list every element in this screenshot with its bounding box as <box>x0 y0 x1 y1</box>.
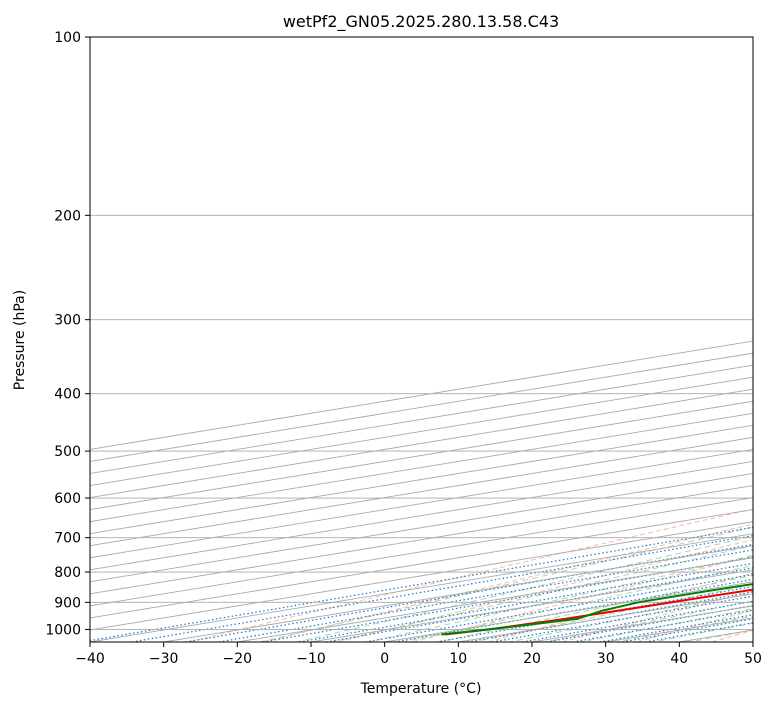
y-tick-label: 600 <box>54 491 81 507</box>
x-tick-label: 30 <box>597 651 615 667</box>
x-tick-label: 20 <box>523 651 541 667</box>
isotherm-line <box>90 533 753 642</box>
isotherm-line <box>90 460 753 571</box>
isotherm-line <box>90 497 753 607</box>
mixing-ratio-line <box>299 562 753 642</box>
y-tick-label: 200 <box>54 208 81 224</box>
isotherm-line <box>90 509 753 619</box>
isotherm-line <box>90 485 753 595</box>
x-tick-label: 10 <box>449 651 467 667</box>
y-tick-label: 300 <box>54 313 81 329</box>
dry-adiabat <box>263 523 753 642</box>
isotherm-line <box>90 448 753 559</box>
y-tick-label: 100 <box>54 30 81 46</box>
sounding-profiles <box>441 583 753 636</box>
dry-adiabat <box>412 555 753 642</box>
x-tick-label: −10 <box>296 651 326 667</box>
dewpoint-profile <box>441 583 753 636</box>
y-tick-label: 500 <box>54 444 81 460</box>
chart-title: wetPf2_GN05.2025.280.13.58.C43 <box>283 12 559 32</box>
isotherm-line <box>90 521 753 631</box>
dry-adiabat <box>338 539 753 642</box>
x-tick-label: 50 <box>744 651 762 667</box>
y-tick-label: 1000 <box>45 622 81 638</box>
x-tick-label: −20 <box>223 651 253 667</box>
dry-adiabat <box>562 590 753 642</box>
y-axis-label: Pressure (hPa) <box>12 290 28 390</box>
x-axis-label: Temperature (°C) <box>360 681 482 697</box>
isotherm-line <box>90 436 753 547</box>
y-tick-label: 400 <box>54 387 81 403</box>
dry-adiabat <box>188 508 753 642</box>
isotherm-line <box>90 473 753 583</box>
y-tick-label: 700 <box>54 531 81 547</box>
y-tick-label: 900 <box>54 595 81 611</box>
x-tick-label: −40 <box>75 651 105 667</box>
mixing-ratio-line <box>325 567 753 642</box>
axes: −40 −30 −20 −10 0 10 20 30 40 50 100 200 300 400 500 60… <box>45 30 762 667</box>
y-tick-label: 800 <box>54 565 81 581</box>
mixing-ratio-line <box>365 573 753 642</box>
plot-frame <box>89 36 754 643</box>
x-tick-label: 0 <box>380 651 389 667</box>
x-tick-label: 40 <box>670 651 688 667</box>
grid-lines <box>90 37 753 642</box>
x-tick-label: −30 <box>149 651 179 667</box>
